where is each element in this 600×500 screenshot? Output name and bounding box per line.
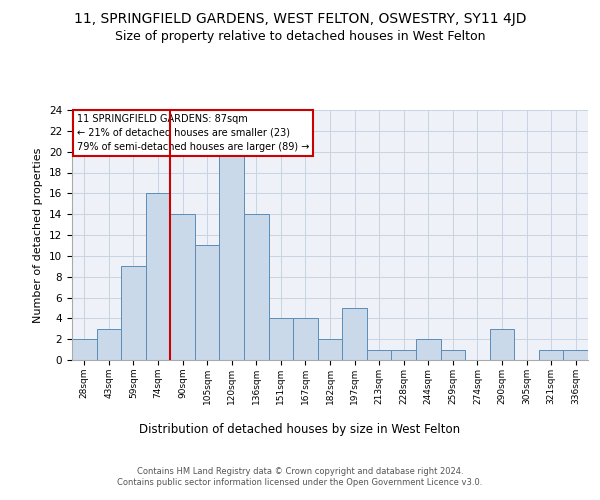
Y-axis label: Number of detached properties: Number of detached properties	[34, 148, 43, 322]
Bar	[416, 339, 440, 360]
Bar	[342, 308, 367, 360]
Text: 11, SPRINGFIELD GARDENS, WEST FELTON, OSWESTRY, SY11 4JD: 11, SPRINGFIELD GARDENS, WEST FELTON, OS…	[74, 12, 526, 26]
Text: Distribution of detached houses by size in West Felton: Distribution of detached houses by size …	[139, 422, 461, 436]
Bar	[318, 339, 342, 360]
Bar	[195, 246, 220, 360]
Text: 11 SPRINGFIELD GARDENS: 87sqm
← 21% of detached houses are smaller (23)
79% of s: 11 SPRINGFIELD GARDENS: 87sqm ← 21% of d…	[77, 114, 310, 152]
Bar	[220, 152, 244, 360]
Text: Size of property relative to detached houses in West Felton: Size of property relative to detached ho…	[115, 30, 485, 43]
Bar	[440, 350, 465, 360]
Bar	[146, 194, 170, 360]
Bar	[170, 214, 195, 360]
Bar	[244, 214, 269, 360]
Bar	[72, 339, 97, 360]
Bar	[269, 318, 293, 360]
Bar	[367, 350, 391, 360]
Text: Contains HM Land Registry data © Crown copyright and database right 2024.
Contai: Contains HM Land Registry data © Crown c…	[118, 468, 482, 487]
Bar	[391, 350, 416, 360]
Bar	[490, 329, 514, 360]
Bar	[121, 266, 146, 360]
Bar	[293, 318, 318, 360]
Bar	[563, 350, 588, 360]
Bar	[97, 329, 121, 360]
Bar	[539, 350, 563, 360]
